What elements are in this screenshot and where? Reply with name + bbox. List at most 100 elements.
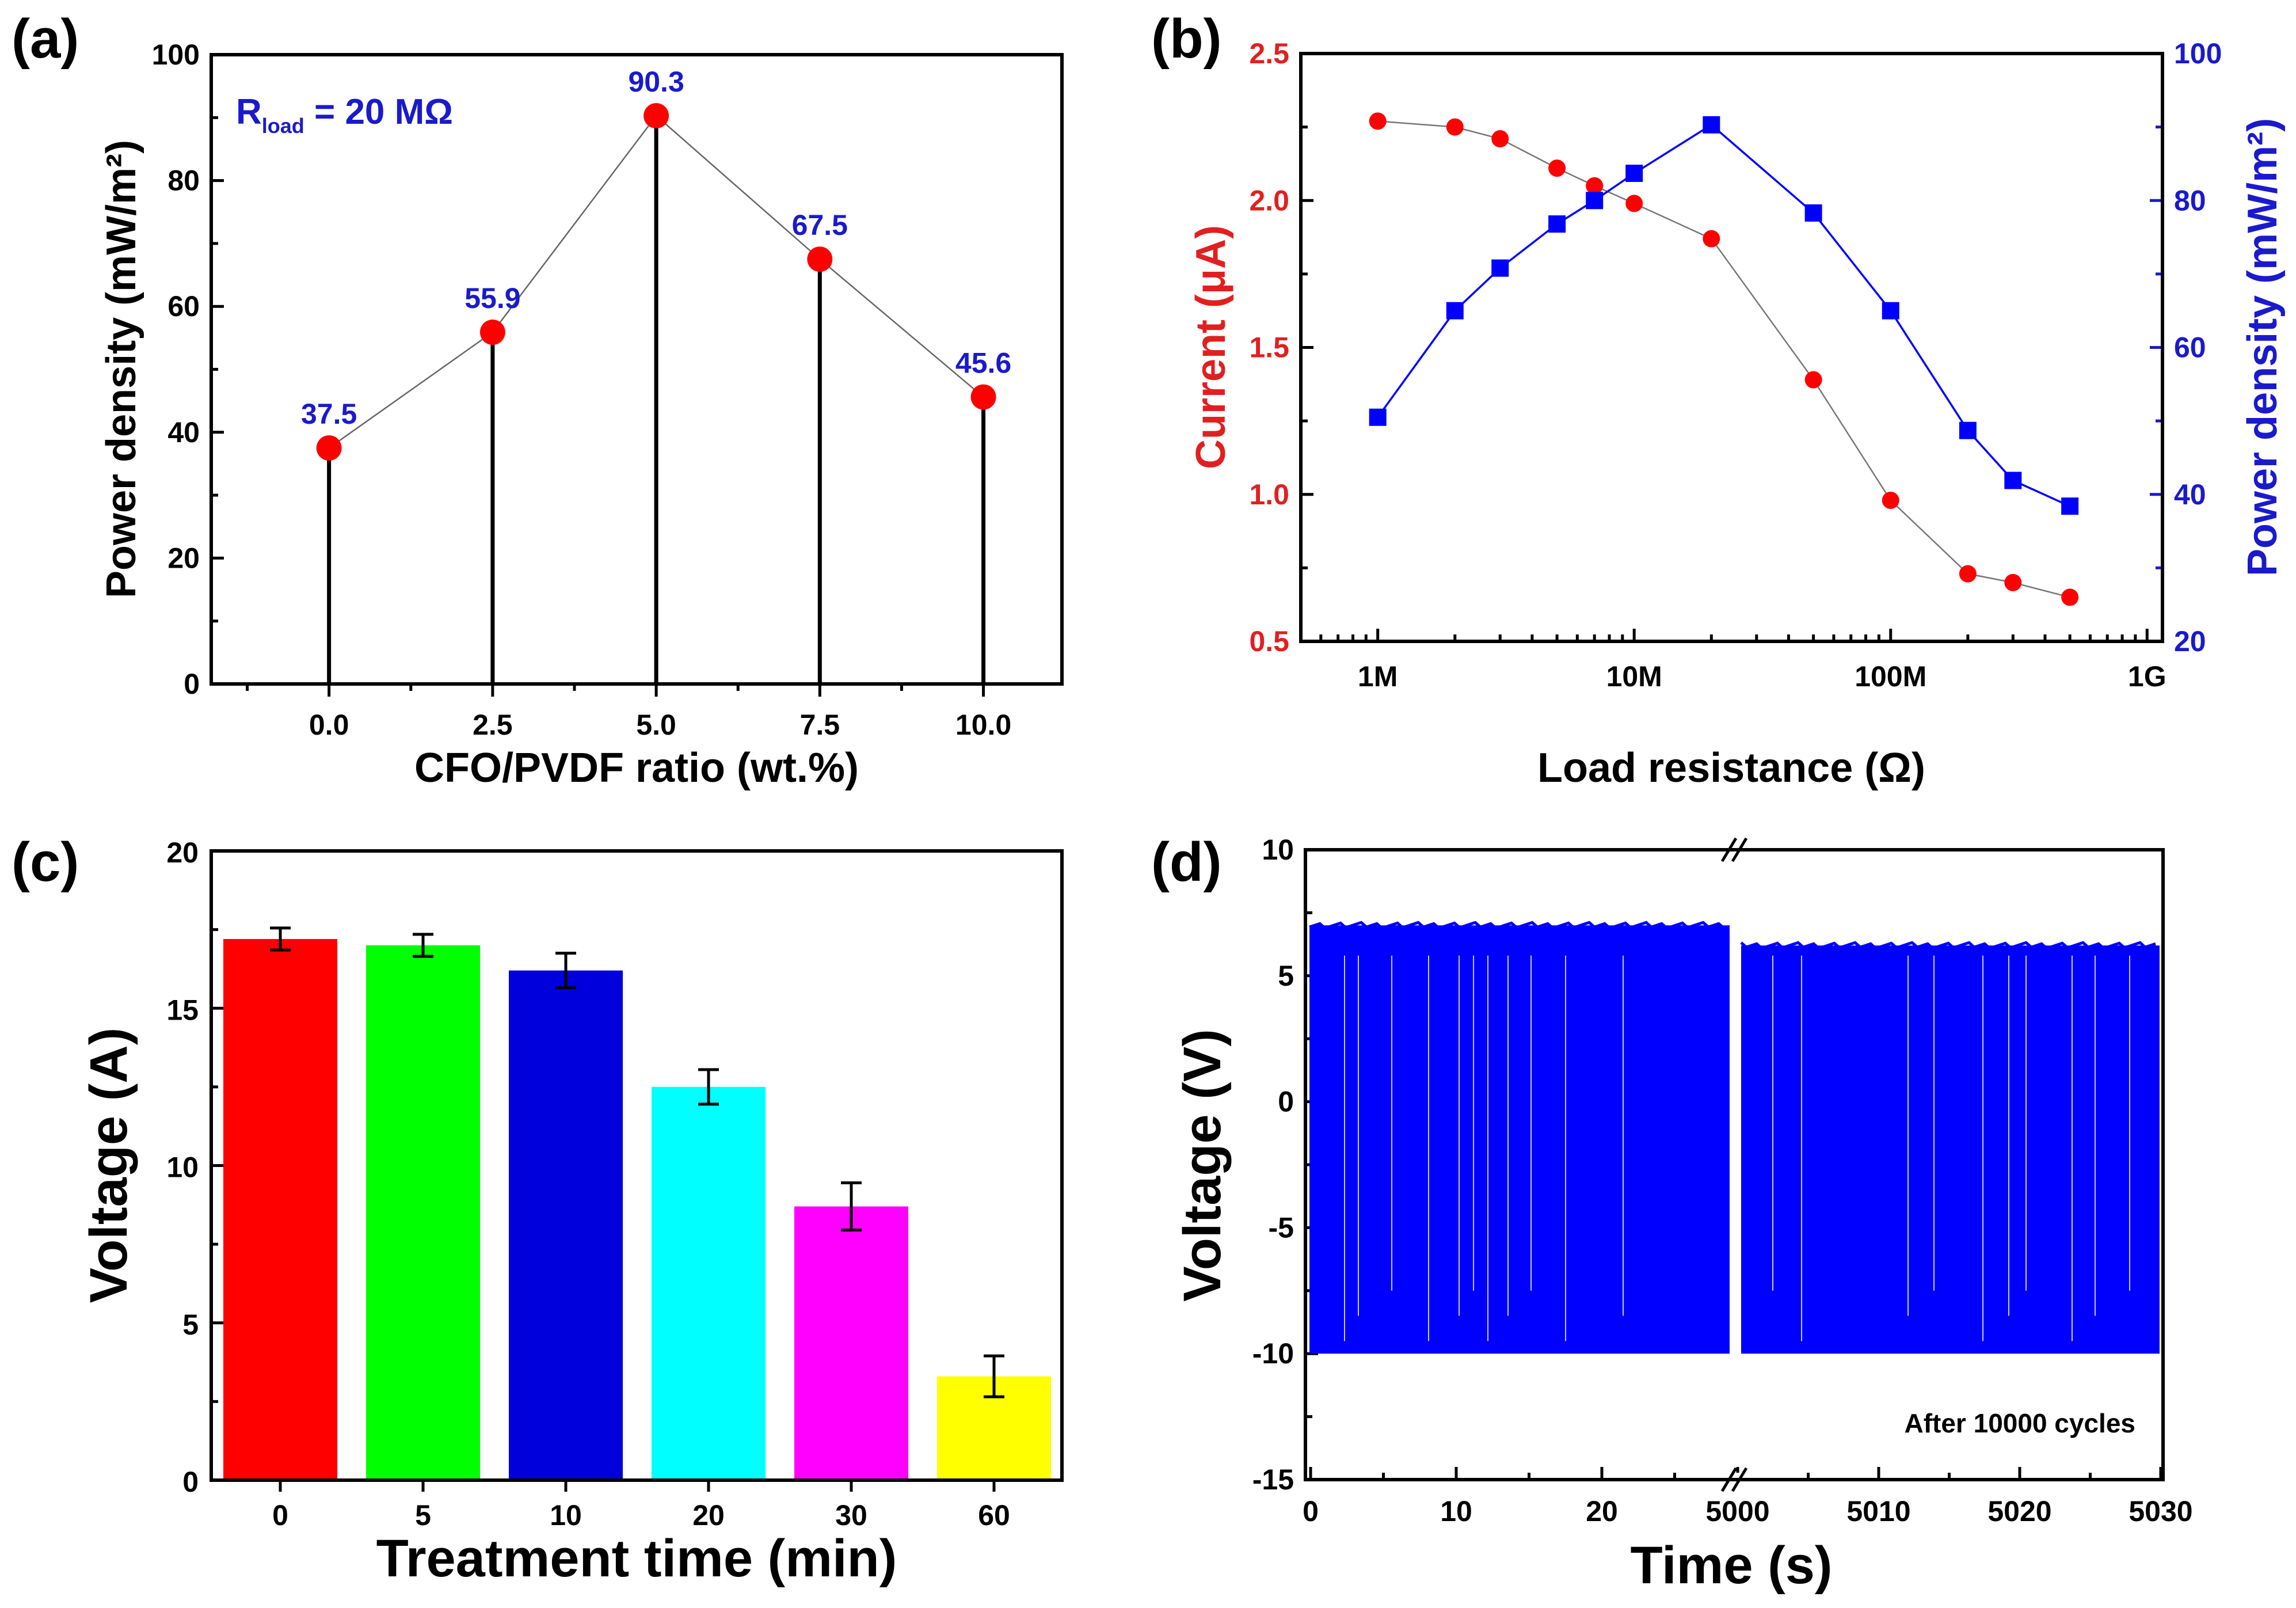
- c-xtick-label: 5: [415, 1499, 431, 1531]
- b-power-point: [1959, 421, 1977, 439]
- panel-a-ticks: 0 20 40 60 80 100 0.0 2.5 5.0 7.5 10.0: [152, 39, 1012, 741]
- b-power-point: [1882, 302, 1899, 320]
- a-point: [644, 103, 669, 129]
- panel-a-rload-annotation: Rload = 20 MΩ: [236, 92, 453, 138]
- panel-c: (c) 0 5 10 15 20 0 5 10 20 30 60 Treatment time (m…: [12, 831, 1064, 1588]
- a-ytick-label: 60: [167, 290, 200, 322]
- b-ytick-label-right: 60: [2174, 332, 2206, 364]
- b-current-point: [1882, 491, 1899, 509]
- panel-c-marks: [223, 926, 1051, 1480]
- c-xtick-label: 0: [272, 1499, 288, 1531]
- b-power-line: [1377, 123, 2070, 507]
- panel-c-label: (c): [12, 831, 79, 893]
- b-power-point: [1548, 215, 1566, 233]
- panel-d-xlabel: Time (s): [1630, 1536, 1832, 1595]
- a-ytick-label: 80: [167, 165, 200, 197]
- d-xtick-label: 5010: [1846, 1495, 1910, 1527]
- d-ytick-label: 10: [1262, 834, 1294, 866]
- b-current-point: [1586, 177, 1604, 195]
- a-data-label: 37.5: [301, 398, 357, 430]
- b-xtick-label: 100M: [1855, 660, 1926, 693]
- a-point: [316, 435, 342, 461]
- d-xtick-label: 5030: [2129, 1495, 2192, 1527]
- d-signal-segment-1: [1309, 925, 1730, 1354]
- a-xtick-label: 7.5: [800, 709, 840, 741]
- d-signal-segment-1-edge: [1309, 921, 1730, 930]
- b-current-point: [1804, 371, 1822, 389]
- b-current-point: [1703, 230, 1720, 248]
- panel-d-marks: [1309, 837, 2160, 1492]
- d-signal-segment-2: [1741, 945, 2160, 1354]
- b-power-point: [1491, 259, 1509, 277]
- c-ytick-label: 15: [166, 994, 199, 1026]
- panel-a: (a) 0 20 40 60 80 100 0.0 2.5 5.0 7.5 10.0 37.5 55.…: [12, 8, 1064, 791]
- panel-b-label: (b): [1151, 8, 1222, 70]
- a-point: [479, 320, 505, 345]
- a-ytick-label: 0: [184, 668, 200, 700]
- panel-c-plot-frame: [210, 849, 1064, 1482]
- a-data-label: 90.3: [628, 66, 684, 98]
- b-current-point: [1548, 159, 1566, 177]
- c-xtick-label: 60: [978, 1499, 1010, 1531]
- b-power-point: [2061, 497, 2079, 515]
- d-xtick-label: 10: [1440, 1495, 1472, 1527]
- d-ytick-label: 5: [1278, 960, 1294, 992]
- panel-d: (d) -15 -10 -5 0 5 10 0 10 20 5000 5010 5020 5030 Ti…: [1151, 831, 2193, 1595]
- d-xtick-label: 5000: [1705, 1495, 1769, 1527]
- b-current-line: [1377, 120, 2070, 598]
- b-current-point: [1446, 118, 1464, 136]
- b-ytick-label-left: 2.5: [1249, 37, 1289, 70]
- c-bar: [366, 945, 480, 1480]
- a-point: [970, 384, 996, 410]
- panel-b-ylabel-left: Current (μA): [1188, 225, 1234, 469]
- b-ytick-label-right: 100: [2174, 37, 2222, 70]
- a-data-label: 45.6: [955, 347, 1011, 379]
- panel-b-ylabel-right: Power density (mW/m²): [2240, 118, 2286, 576]
- b-current-point: [2004, 573, 2022, 591]
- c-bar: [509, 970, 623, 1480]
- panel-c-xlabel: Treatment time (min): [376, 1529, 897, 1588]
- a-data-label: 55.9: [464, 282, 520, 314]
- panel-b-plot-frame: [1299, 52, 2164, 643]
- c-ytick-label: 10: [166, 1151, 199, 1184]
- b-power-point: [1369, 408, 1387, 426]
- c-xtick-label: 10: [550, 1499, 582, 1531]
- a-ytick-label: 40: [167, 416, 200, 448]
- b-ytick-label-right: 80: [2174, 184, 2206, 216]
- panel-a-xlabel: CFO/PVDF ratio (wt.%): [414, 745, 859, 791]
- panel-a-ylabel: Power density (mW/m²): [98, 140, 144, 598]
- panel-b-ticks: 0.5 1.0 1.5 2.0 2.5 20 40 60 80 100 1M 10M 100M 1G: [1249, 37, 2222, 693]
- d-xtick-label: 5020: [1987, 1495, 2051, 1527]
- b-current-point: [1369, 112, 1387, 130]
- b-current-point: [1625, 195, 1643, 212]
- b-power-point: [1703, 116, 1720, 134]
- b-power-point: [2004, 472, 2022, 489]
- panel-d-annotation: After 10000 cycles: [1904, 1408, 2135, 1438]
- b-ytick-label-right: 40: [2174, 478, 2206, 511]
- c-ytick-label: 5: [182, 1309, 199, 1341]
- b-current-point: [1959, 565, 1977, 583]
- c-ytick-label: 20: [166, 837, 199, 869]
- b-ytick-label-left: 2.0: [1249, 184, 1289, 216]
- a-xtick-label: 0.0: [309, 709, 349, 741]
- b-xtick-label: 10M: [1606, 660, 1662, 693]
- a-ytick-label: 100: [152, 39, 200, 71]
- a-xtick-label: 10.0: [955, 709, 1011, 741]
- b-ytick-label-left: 1.5: [1249, 332, 1289, 364]
- d-ytick-label: -5: [1269, 1211, 1294, 1244]
- panel-b-marks: [1369, 112, 2079, 606]
- panel-c-ylabel: Voltage (A): [79, 1028, 138, 1303]
- b-xtick-label: 1M: [1358, 660, 1398, 693]
- b-power-point: [1804, 204, 1822, 222]
- panel-a-plot-frame: [210, 53, 1064, 686]
- panel-a-marks: 37.5 55.9 90.3 67.5 45.6: [301, 66, 1011, 684]
- d-signal-segment-2-edge: [1740, 941, 2156, 951]
- b-current-point: [2061, 588, 2079, 606]
- b-ytick-label-left: 0.5: [1249, 625, 1289, 657]
- panel-d-ylabel: Voltage (V): [1173, 1029, 1232, 1302]
- d-xtick-label: 20: [1586, 1495, 1618, 1527]
- a-xtick-label: 2.5: [473, 709, 513, 741]
- c-xtick-label: 20: [692, 1499, 725, 1531]
- d-xtick-label: 0: [1303, 1495, 1319, 1527]
